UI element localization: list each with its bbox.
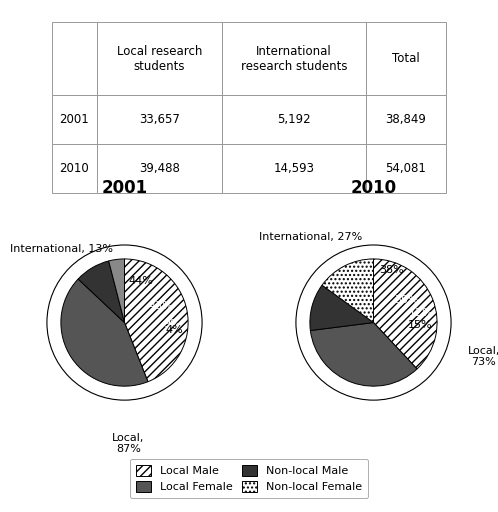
Wedge shape bbox=[310, 285, 374, 331]
Wedge shape bbox=[310, 323, 417, 386]
Text: 12%: 12% bbox=[408, 308, 433, 318]
Text: 2001: 2001 bbox=[102, 179, 147, 197]
Text: 44%: 44% bbox=[129, 276, 154, 286]
Text: 43%: 43% bbox=[149, 301, 174, 311]
Text: 4%: 4% bbox=[165, 325, 183, 334]
Wedge shape bbox=[322, 259, 374, 323]
Text: 9%: 9% bbox=[164, 319, 181, 329]
Wedge shape bbox=[61, 279, 148, 386]
Wedge shape bbox=[124, 259, 188, 382]
Wedge shape bbox=[78, 261, 124, 323]
Text: Local,
73%: Local, 73% bbox=[468, 346, 498, 368]
Text: 2010: 2010 bbox=[351, 179, 396, 197]
Wedge shape bbox=[109, 259, 124, 323]
Text: International, 27%: International, 27% bbox=[258, 232, 362, 242]
Text: 38%: 38% bbox=[379, 265, 404, 275]
Wedge shape bbox=[374, 259, 437, 369]
Text: 35%: 35% bbox=[394, 295, 419, 305]
Text: 15%: 15% bbox=[408, 319, 432, 330]
Text: International, 13%: International, 13% bbox=[9, 244, 113, 254]
Legend: Local Male, Local Female, Non-local Male, Non-local Female: Local Male, Local Female, Non-local Male… bbox=[129, 459, 369, 499]
Text: Local,
87%: Local, 87% bbox=[112, 433, 144, 454]
